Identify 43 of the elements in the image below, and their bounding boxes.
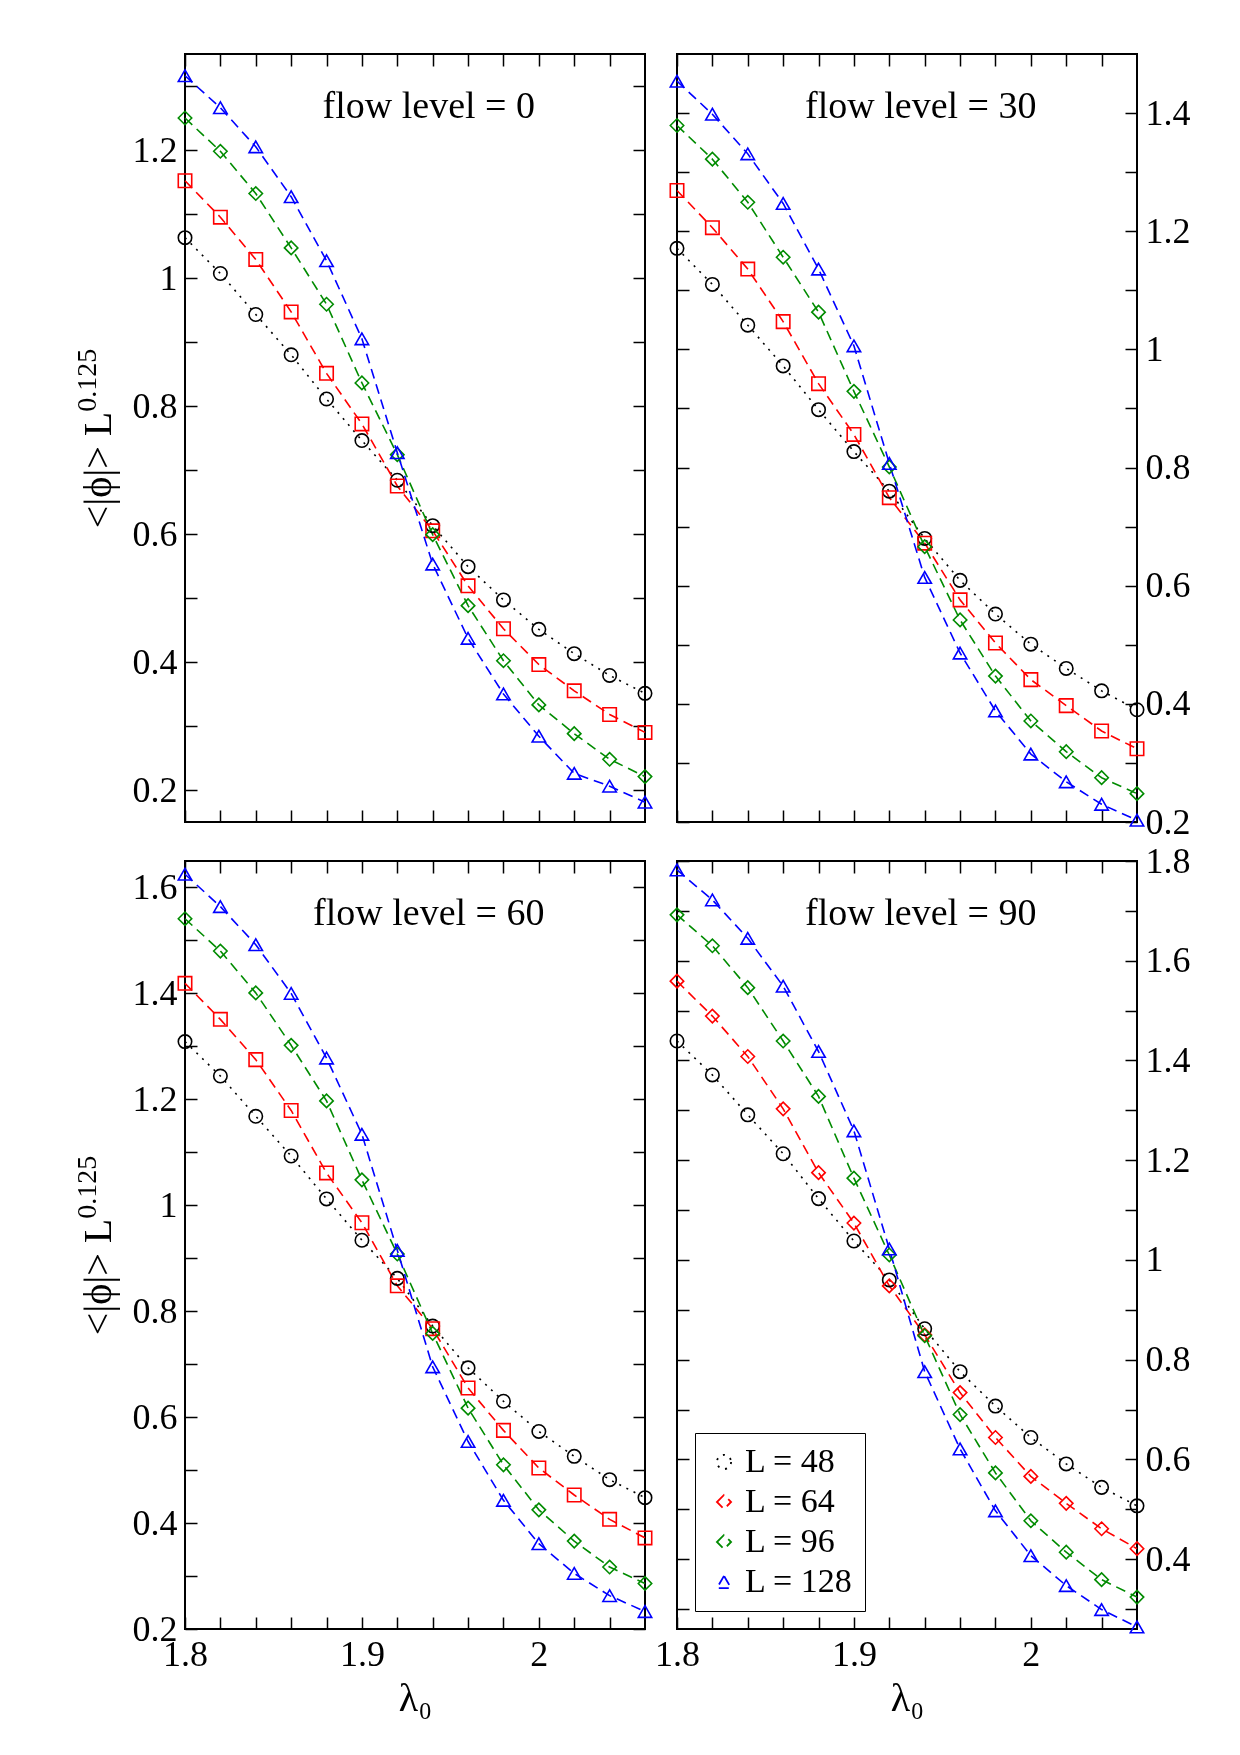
y-tick-label: 0.6: [132, 1396, 178, 1437]
y2-tick-label: 1.4: [1145, 1039, 1191, 1080]
y-tick-label: 1.4: [132, 972, 178, 1013]
y2-tick-label: 1.6: [1145, 940, 1191, 981]
y-tick-label: 1: [159, 1184, 178, 1225]
y-tick-label: 1.6: [132, 866, 178, 907]
text: flow level = 90: [805, 891, 1037, 933]
y-tick-label: 0.8: [132, 1290, 178, 1331]
x-tick-label: 1.9: [339, 1633, 385, 1674]
text: flow level = 30: [805, 84, 1037, 126]
text: flow level = 60: [313, 891, 545, 933]
legend-label: L = 96: [745, 1522, 835, 1559]
y-tick-label: 0.6: [132, 513, 178, 554]
x-tick-label: 2: [1022, 1633, 1041, 1674]
y2-tick-label: 0.8: [1145, 447, 1191, 488]
y2-tick-label: 0.6: [1145, 565, 1191, 606]
x-tick-label: 2: [530, 1633, 549, 1674]
x-axis-title: λ₀: [398, 1674, 433, 1720]
legend-label: L = 48: [745, 1442, 835, 1479]
y-tick-label: 0.4: [132, 641, 178, 682]
y2-tick-label: 0.2: [1145, 801, 1191, 842]
legend-label: L = 128: [745, 1562, 852, 1599]
y-tick-label: 1: [159, 257, 178, 298]
text: flow level = 0: [322, 84, 536, 126]
y2-tick-label: 0.6: [1145, 1438, 1191, 1479]
legend-label: L = 64: [745, 1482, 835, 1519]
y2-tick-label: 1.2: [1145, 210, 1191, 251]
y-tick-label: 1.2: [132, 129, 178, 170]
y2-tick-label: 1.2: [1145, 1139, 1191, 1180]
y-tick-label: 0.4: [132, 1502, 178, 1543]
y-tick-label: 0.8: [132, 385, 178, 426]
y2-tick-label: 1.8: [1145, 840, 1191, 881]
y-tick-label: 1.2: [132, 1078, 178, 1119]
y2-tick-label: 1: [1145, 1239, 1164, 1280]
y-tick-label: 0.2: [132, 769, 178, 810]
x-tick-label: 1.9: [831, 1633, 877, 1674]
y2-tick-label: 1.4: [1145, 92, 1191, 133]
x-axis-title: λ₀: [890, 1674, 925, 1720]
y2-tick-label: 0.4: [1145, 1538, 1191, 1579]
y2-tick-label: 0.4: [1145, 683, 1191, 724]
x-tick-label: 1.8: [655, 1633, 700, 1674]
y2-tick-label: 1: [1145, 328, 1164, 369]
y2-tick-label: 0.8: [1145, 1339, 1191, 1380]
